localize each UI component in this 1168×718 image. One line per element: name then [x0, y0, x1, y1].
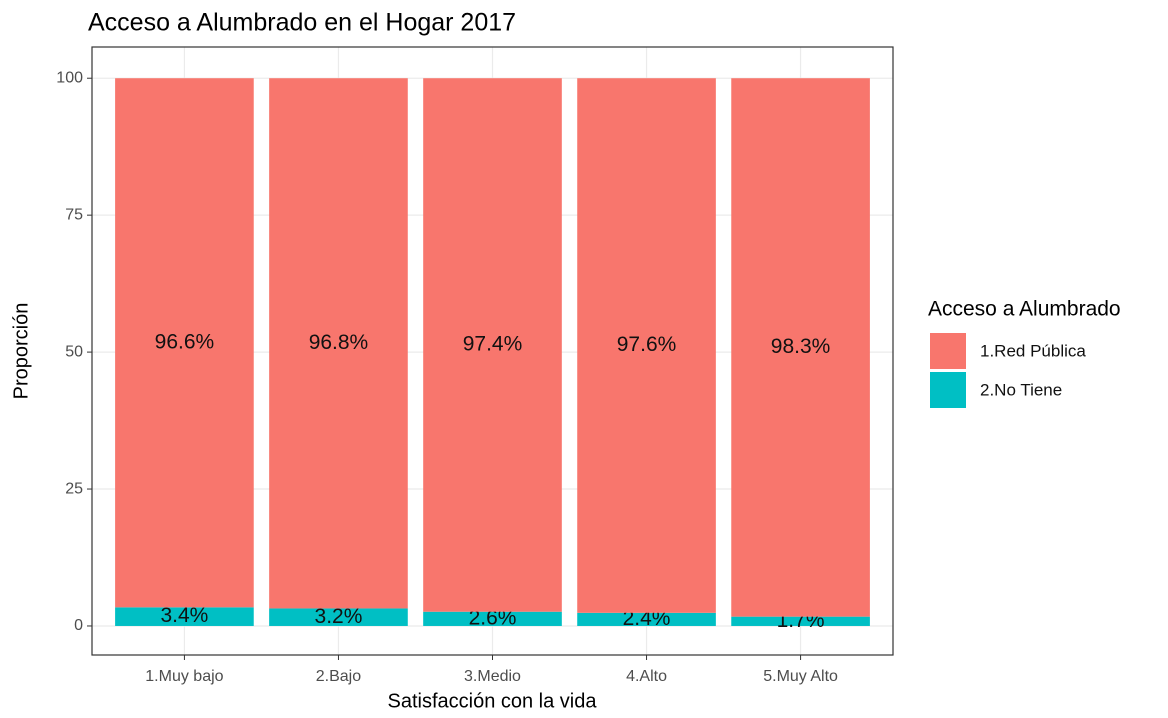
x-tick-label: 1.Muy bajo	[145, 668, 223, 685]
bar-segment	[731, 78, 870, 617]
bar-segment	[269, 608, 408, 626]
y-tick-label: 25	[65, 480, 83, 497]
bar-segment	[269, 78, 408, 609]
x-tick-label: 4.Alto	[626, 668, 667, 685]
data-label: 3.2%	[315, 605, 363, 628]
y-tick-label: 50	[65, 343, 83, 360]
data-label: 97.4%	[463, 333, 523, 356]
y-axis-title: Proporción	[10, 303, 32, 400]
legend-label: 2.No Tiene	[980, 380, 1062, 399]
bar-segment	[577, 612, 716, 626]
bar-segment	[423, 611, 562, 626]
bar-segment	[731, 616, 870, 626]
bar-segment	[115, 607, 254, 626]
legend-label: 1.Red Pública	[980, 341, 1086, 360]
x-axis-title: Satisfacción con la vida	[387, 690, 597, 712]
x-tick-label: 2.Bajo	[316, 668, 361, 685]
y-tick-label: 0	[74, 617, 83, 634]
y-tick-label: 100	[56, 69, 83, 86]
plot-area: 3.4%96.6%3.2%96.8%2.6%97.4%2.4%97.6%1.7%…	[115, 78, 870, 632]
bar-segment	[115, 78, 254, 608]
data-label: 2.6%	[469, 606, 517, 629]
data-label: 96.8%	[309, 331, 369, 354]
chart-title: Acceso a Alumbrado en el Hogar 2017	[88, 9, 516, 37]
legend-key	[930, 333, 966, 369]
data-label: 96.6%	[155, 330, 215, 353]
bar-segment	[577, 78, 716, 613]
x-tick-label: 3.Medio	[464, 668, 521, 685]
data-label: 3.4%	[160, 604, 208, 627]
data-label: 98.3%	[771, 335, 831, 358]
legend-key	[930, 372, 966, 408]
bar-segment	[423, 78, 562, 612]
y-tick-label: 75	[65, 206, 83, 223]
data-label: 97.6%	[617, 333, 677, 356]
x-tick-label: 5.Muy Alto	[763, 668, 838, 685]
legend-title: Acceso a Alumbrado	[928, 298, 1121, 321]
